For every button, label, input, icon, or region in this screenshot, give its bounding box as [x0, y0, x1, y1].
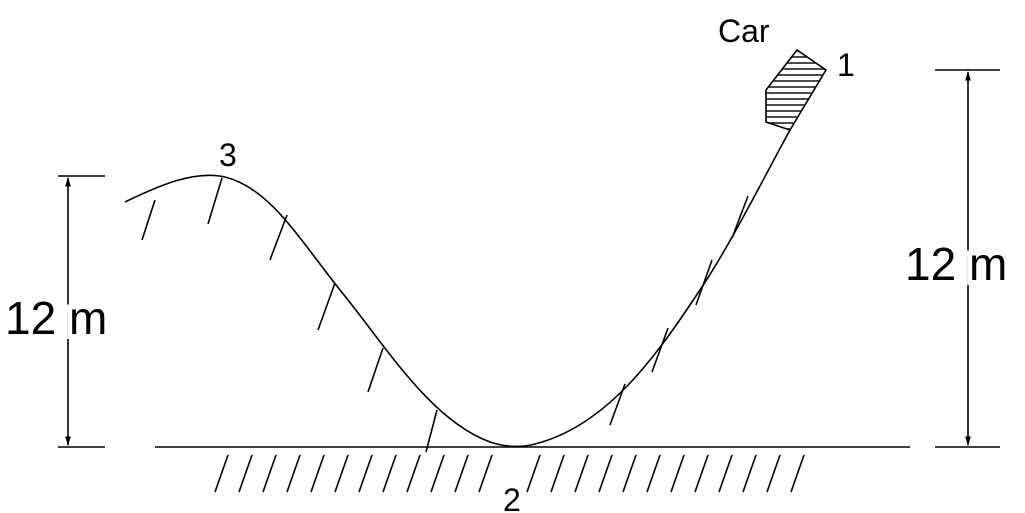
point-label: 1 [837, 47, 855, 83]
height-label: 12 m [5, 292, 107, 344]
car [765, 48, 828, 131]
left-dimension [58, 175, 105, 448]
slope-hatches [141, 177, 749, 453]
ground-hatches [214, 454, 805, 493]
point-label: 2 [503, 482, 521, 513]
point-label: 3 [219, 137, 237, 173]
right-dimension [935, 69, 1000, 448]
track [124, 129, 791, 448]
car-label: Car [718, 13, 770, 49]
height-label: 12 m [905, 238, 1007, 290]
